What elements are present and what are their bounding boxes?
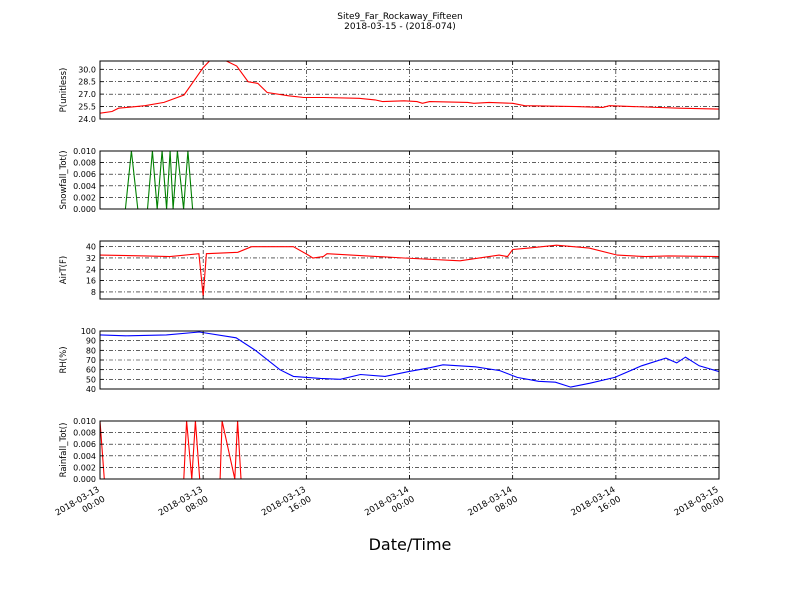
- y-tick-label: 50: [86, 375, 96, 384]
- chart-panel-3: 8 16 24 32 40 AirT(F): [59, 240, 720, 300]
- grid-lines: [100, 421, 719, 479]
- y-tick-label: 90: [86, 337, 96, 346]
- y-tick-label: 100: [81, 327, 96, 336]
- y-axis-label: Rainfall_Tot(): [59, 423, 69, 478]
- y-tick-label: 0.008: [73, 429, 96, 438]
- y-tick-label: 0.004: [73, 452, 96, 461]
- y-tick-label: 24: [86, 265, 96, 274]
- y-tick-label: 30.0: [78, 65, 96, 74]
- y-tick-label: 16: [86, 277, 96, 286]
- y-tick-label: 0.010: [73, 147, 96, 156]
- series-line: [100, 331, 719, 388]
- x-axis-label: Date/Time: [369, 535, 452, 554]
- figure-title-line1: Site9_Far_Rockaway_Fifteen: [337, 12, 463, 22]
- y-tick-label: 0.004: [73, 182, 96, 191]
- grid-lines: [100, 61, 719, 119]
- y-tick-label: 60: [86, 366, 96, 375]
- y-tick-label: 8: [91, 288, 96, 297]
- y-tick-label: 0.006: [73, 440, 96, 449]
- y-tick-label: 0.008: [73, 159, 96, 168]
- y-tick-label: 70: [86, 356, 96, 365]
- y-tick-label: 32: [86, 254, 96, 263]
- chart-panel-2: 0.000 0.002 0.004 0.006 0.008 0.010 Snowfall_T…: [59, 147, 720, 214]
- chart-panels: 24.025.527.028.530.0P(unitless)0.0000.00…: [59, 60, 720, 484]
- y-tick-label: 40: [86, 385, 96, 394]
- y-tick-label: 28.5: [78, 78, 96, 87]
- y-tick-label: 80: [86, 346, 96, 355]
- grid-lines: [100, 151, 719, 209]
- chart-panel-1: 24.0 25.5 27.0 28.5 30.0 P(unitless): [59, 60, 720, 124]
- y-tick-label: 0.000: [73, 205, 96, 214]
- y-axis-label: AirT(F): [59, 256, 69, 284]
- figure-title-line2: 2018-03-15 - (2018-074): [344, 22, 456, 32]
- series-line: [100, 151, 719, 209]
- chart-panel-5: 0.000 0.002 0.004 0.006 0.008 0.010 Rainfall_T…: [59, 417, 720, 484]
- y-tick-label: 25.5: [78, 103, 96, 112]
- y-tick-label: 27.0: [78, 90, 96, 99]
- y-tick-label: 0.000: [73, 475, 96, 484]
- y-tick-label: 0.010: [73, 417, 96, 426]
- y-tick-label: 0.002: [73, 463, 96, 472]
- series-line: [100, 61, 719, 114]
- y-tick-label: 0.006: [73, 170, 96, 179]
- y-axis-label: RH(%): [59, 346, 69, 373]
- y-tick-label: 24.0: [78, 115, 96, 124]
- grid-lines: [100, 331, 719, 389]
- y-tick-label: 0.002: [73, 193, 96, 202]
- y-axis-label: Snowfall_Tot(): [59, 150, 69, 209]
- y-axis-label: P(unitless): [59, 68, 69, 113]
- y-tick-label: 40: [86, 243, 96, 252]
